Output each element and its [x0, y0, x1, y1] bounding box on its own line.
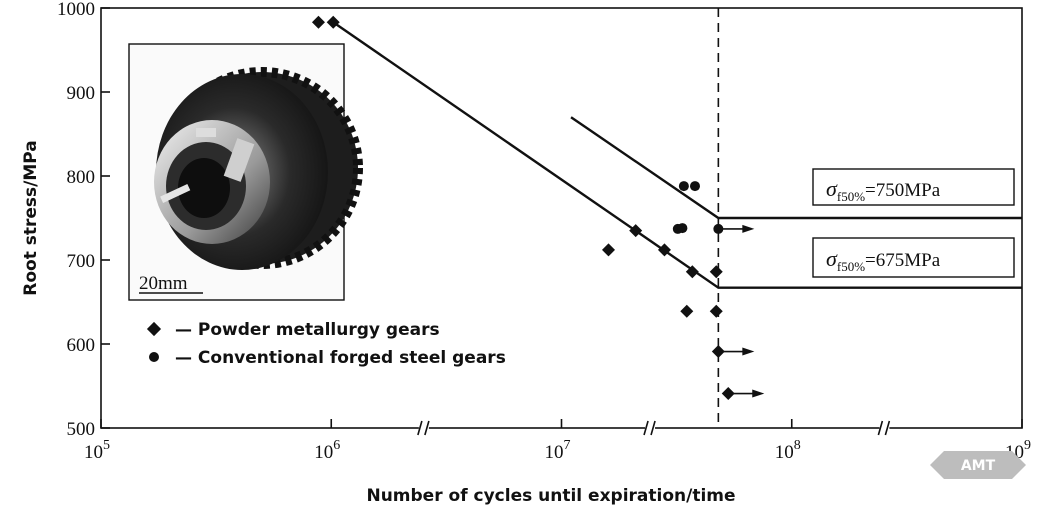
annotation-675-subscript: f50% [837, 259, 865, 274]
data-point-diamond [326, 15, 340, 29]
axis-break-mark [877, 420, 884, 436]
annotation-750-text: =750MPa [865, 180, 941, 201]
x-tick-label: 108 [775, 438, 801, 463]
x-tick-label: 105 [84, 438, 110, 463]
legend-label-powder-metallurgy: — Powder metallurgy gears [175, 320, 440, 340]
annotation-750-subscript: f50% [837, 189, 865, 204]
data-point-diamond [721, 387, 735, 401]
data-point-circle [689, 181, 700, 192]
series-powder-metallurgy [311, 15, 735, 401]
fit-line-powder-metallurgy [332, 21, 1022, 289]
data-point-circle [713, 223, 724, 234]
x-tick-label: 106 [314, 438, 340, 463]
data-point-diamond [685, 265, 699, 279]
annotation-675-symbol: σ [826, 246, 838, 271]
annotation-750-symbol: σ [826, 176, 838, 201]
data-point-diamond [657, 243, 671, 257]
axis-breaks [417, 420, 891, 436]
legend: — Powder metallurgy gears — Conventional… [146, 320, 506, 368]
axis-break-gap [879, 420, 890, 436]
y-tick-label: 700 [67, 251, 96, 272]
annotation-675: σf50%=675MPa [812, 237, 1015, 278]
legend-label-forged-steel: — Conventional forged steel gears [175, 348, 506, 368]
axis-break-mark [650, 420, 656, 436]
data-point-diamond [680, 304, 694, 318]
data-point-diamond [709, 265, 723, 279]
data-point-circle [678, 181, 689, 192]
svg-text:σf50%=750MPa: σf50%=750MPa [826, 176, 941, 204]
runout-arrow-head [752, 389, 765, 398]
gear-icon [154, 67, 363, 270]
y-tick-label: 1000 [57, 0, 95, 20]
data-point-diamond [601, 243, 615, 257]
fit-line-forged-steel [570, 116, 1022, 220]
annotation-675-text: =675MPa [865, 250, 941, 271]
y-tick-label: 800 [67, 167, 96, 188]
axis-break-mark [643, 420, 649, 436]
axis-break-gap [645, 420, 656, 436]
runout-arrow-head [742, 224, 755, 233]
runout-arrow-head [742, 347, 755, 356]
y-tick-label: 600 [67, 335, 96, 356]
data-point-diamond [311, 15, 325, 29]
x-tick-label: 107 [545, 438, 571, 463]
x-axis-title: Number of cycles until expiration/time [366, 486, 735, 506]
watermark-text: AMT [961, 458, 996, 474]
legend-marker-diamond [146, 321, 162, 337]
axis-break-mark [417, 420, 423, 436]
y-axis-ticks: 500 600 700 800 900 1000 [57, 0, 110, 440]
gear-photo-inset: 20mm [128, 43, 363, 301]
annotation-675-box [812, 237, 1015, 278]
axis-break-gap [418, 420, 429, 436]
data-point-diamond [711, 345, 725, 359]
y-axis-title: Root stress/MPa [21, 140, 41, 296]
data-point-diamond [709, 304, 723, 318]
watermark-badge [930, 451, 1026, 479]
legend-marker-circle [149, 352, 159, 362]
runout-arrows [718, 224, 765, 398]
annotation-750: σf50%=750MPa [812, 168, 1015, 206]
y-tick-label: 500 [67, 419, 96, 440]
data-point-circle [677, 223, 688, 234]
amt-watermark: AMT [930, 451, 1026, 479]
y-tick-label: 900 [67, 83, 96, 104]
svg-text:σf50%=675MPa: σf50%=675MPa [826, 246, 941, 274]
annotation-750-box [812, 168, 1015, 206]
data-point-diamond [629, 224, 643, 238]
axis-break-mark [884, 420, 891, 436]
scale-bar-label: 20mm [139, 273, 188, 294]
series-forged-steel [672, 181, 724, 234]
axis-break-mark [424, 420, 430, 436]
